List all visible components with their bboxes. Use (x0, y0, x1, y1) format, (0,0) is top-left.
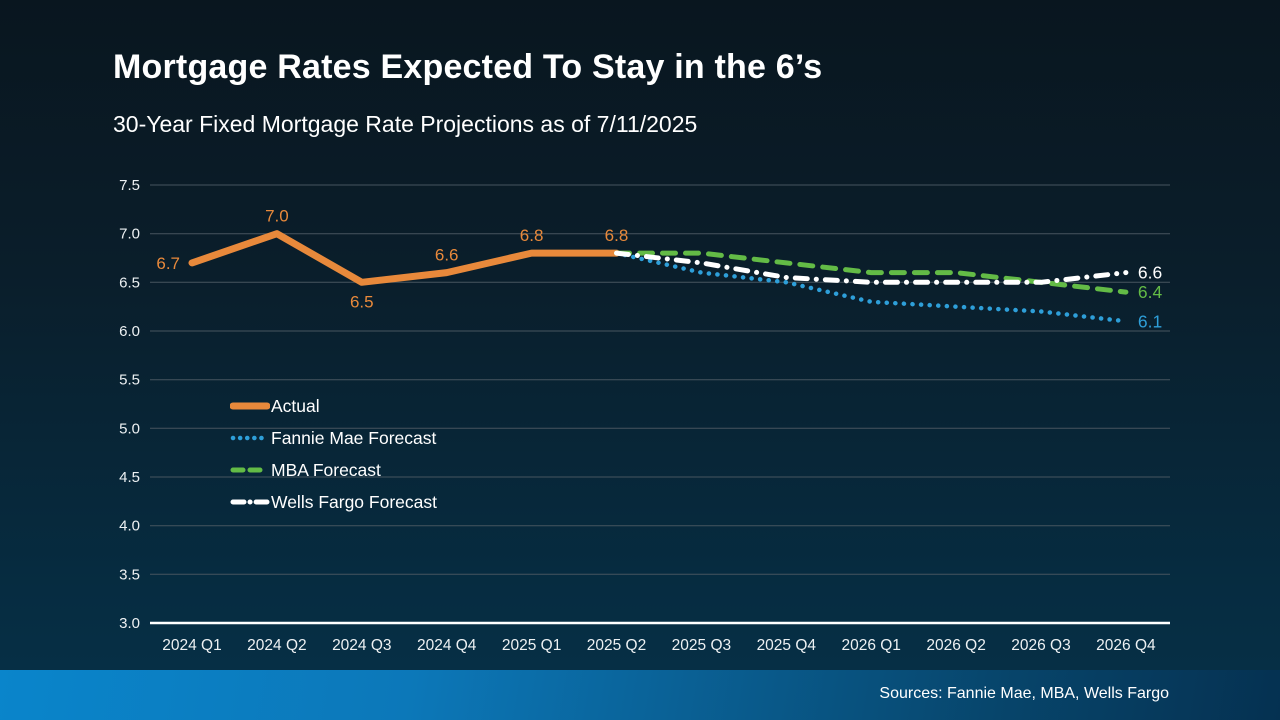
footer-bar: Sources: Fannie Mae, MBA, Wells Fargo (0, 670, 1280, 720)
legend-item-actual: Actual (230, 390, 437, 422)
legend-item-fannie-mae: Fannie Mae Forecast (230, 422, 437, 454)
svg-text:6.1: 6.1 (1138, 311, 1162, 331)
svg-text:2024 Q1: 2024 Q1 (162, 637, 221, 654)
svg-text:6.6: 6.6 (435, 246, 459, 265)
legend-label-actual: Actual (271, 395, 320, 416)
legend-swatch-fannie-mae-icon (230, 435, 270, 441)
svg-text:2024 Q4: 2024 Q4 (417, 637, 477, 654)
svg-text:5.0: 5.0 (119, 420, 140, 437)
svg-text:2025 Q4: 2025 Q4 (757, 637, 817, 654)
svg-text:5.5: 5.5 (119, 372, 140, 389)
svg-text:7.0: 7.0 (119, 226, 140, 243)
svg-text:7.0: 7.0 (265, 207, 289, 226)
svg-text:2026 Q1: 2026 Q1 (841, 637, 900, 654)
legend-label-mba: MBA Forecast (271, 459, 381, 480)
svg-text:3.0: 3.0 (119, 615, 140, 632)
svg-text:6.4: 6.4 (1138, 282, 1163, 302)
svg-text:3.5: 3.5 (119, 566, 140, 583)
svg-text:6.0: 6.0 (119, 323, 140, 340)
svg-text:6.7: 6.7 (156, 254, 180, 273)
legend-label-fannie-mae: Fannie Mae Forecast (271, 427, 437, 448)
svg-text:7.5: 7.5 (119, 177, 140, 194)
svg-text:2025 Q1: 2025 Q1 (502, 637, 561, 654)
legend-item-mba: MBA Forecast (230, 454, 437, 486)
mortgage-rate-line-chart: 7.5 7.0 6.5 6.0 5.5 5.0 4.5 4.0 3.5 3.0 2024 Q1 202… (119, 177, 1170, 654)
svg-text:2025 Q2: 2025 Q2 (587, 637, 646, 654)
legend-swatch-actual-icon (230, 402, 270, 410)
svg-text:6.6: 6.6 (1138, 263, 1162, 283)
svg-text:6.8: 6.8 (605, 226, 629, 245)
svg-text:2024 Q2: 2024 Q2 (247, 637, 306, 654)
page-title: Mortgage Rates Expected To Stay in the 6… (113, 48, 823, 86)
svg-text:2026 Q3: 2026 Q3 (1011, 637, 1070, 654)
svg-text:2026 Q4: 2026 Q4 (1096, 637, 1156, 654)
legend-swatch-mba-icon (230, 467, 270, 473)
svg-text:6.8: 6.8 (520, 226, 544, 245)
svg-text:2026 Q2: 2026 Q2 (926, 637, 985, 654)
svg-text:2024 Q3: 2024 Q3 (332, 637, 391, 654)
svg-text:4.0: 4.0 (119, 518, 140, 535)
svg-text:6.5: 6.5 (350, 292, 374, 311)
svg-text:2025 Q3: 2025 Q3 (672, 637, 731, 654)
legend-swatch-wells-fargo-icon (230, 499, 270, 505)
legend-item-wells-fargo: Wells Fargo Forecast (230, 486, 437, 518)
sources-text: Sources: Fannie Mae, MBA, Wells Fargo (879, 685, 1169, 702)
legend-label-wells-fargo: Wells Fargo Forecast (271, 491, 437, 512)
page-subtitle: 30-Year Fixed Mortgage Rate Projections … (113, 111, 698, 137)
svg-text:4.5: 4.5 (119, 469, 140, 486)
svg-text:6.5: 6.5 (119, 274, 140, 291)
chart-legend: Actual Fannie Mae Forecast MBA Forecast Wel… (230, 390, 437, 518)
